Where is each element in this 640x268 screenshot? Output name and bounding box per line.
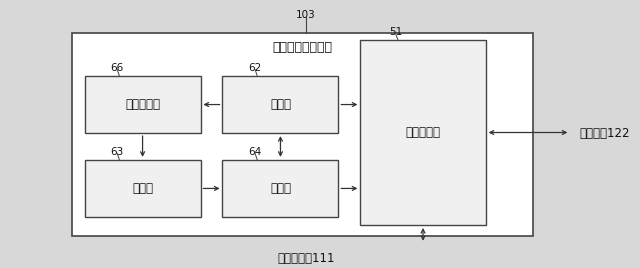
Text: 制御装置122: 制御装置122 — [580, 127, 630, 140]
Bar — [84, 76, 200, 133]
Text: ゲートウェイ装置: ゲートウェイ装置 — [273, 42, 332, 54]
Bar — [84, 160, 200, 217]
Bar — [223, 160, 339, 217]
Text: 51: 51 — [389, 27, 402, 37]
Text: 通信処理部: 通信処理部 — [406, 126, 440, 139]
Text: 検知部: 検知部 — [270, 182, 291, 195]
Bar — [223, 76, 339, 133]
Text: 分布作成部: 分布作成部 — [125, 98, 160, 111]
Text: 66: 66 — [111, 63, 124, 73]
Bar — [72, 33, 532, 236]
Text: 63: 63 — [111, 147, 124, 157]
Text: 取得部: 取得部 — [132, 182, 153, 195]
Bar — [360, 40, 486, 225]
Text: 103: 103 — [296, 10, 316, 20]
Text: 62: 62 — [248, 63, 262, 73]
Text: 車載通信機111: 車載通信機111 — [277, 252, 335, 265]
Text: 64: 64 — [248, 147, 262, 157]
Text: 監視部: 監視部 — [270, 98, 291, 111]
